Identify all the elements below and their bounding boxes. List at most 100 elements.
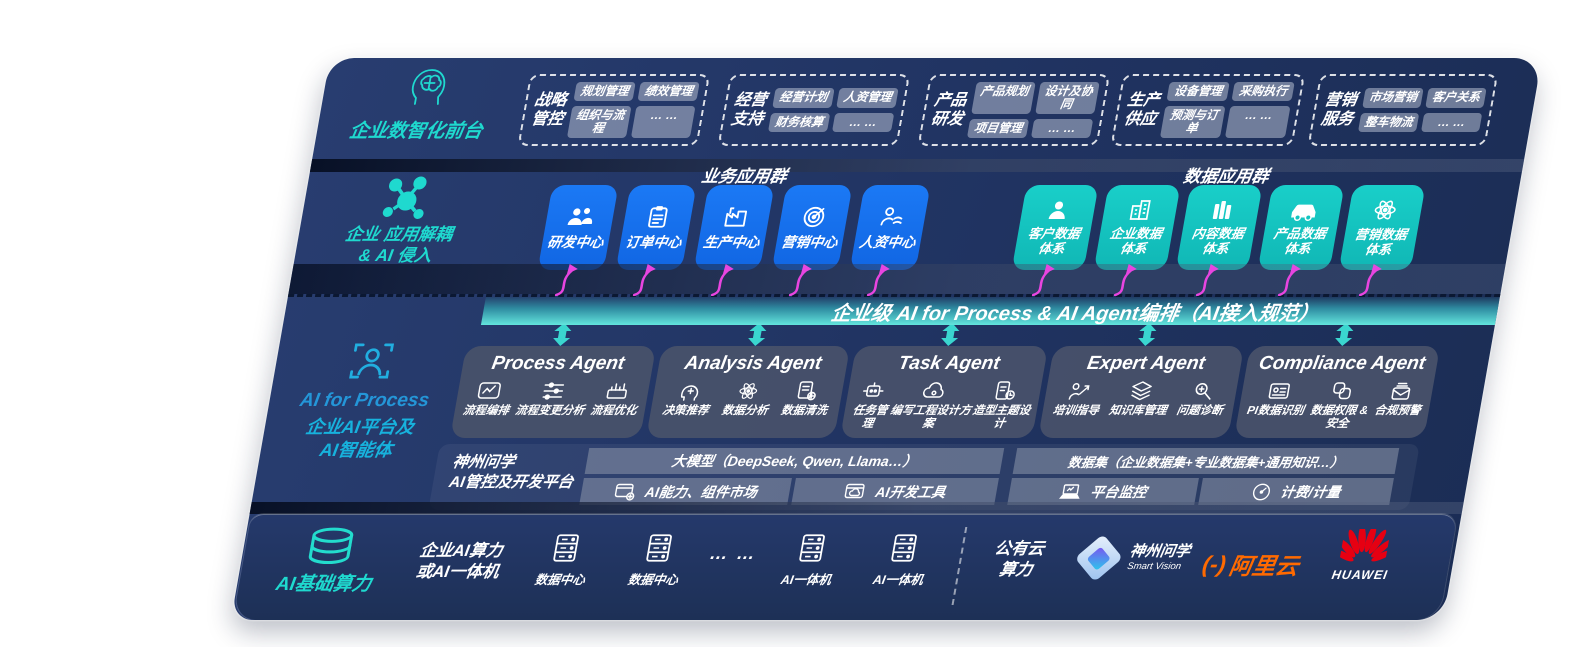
window-cloud-icon — [843, 483, 868, 501]
data-box-marketing: 营销数据 体系 — [1338, 185, 1426, 270]
server-icon — [888, 533, 920, 563]
connector-arrow — [1273, 264, 1309, 296]
group-item: 组织与流程 — [566, 105, 632, 139]
group-item: 规划管理 — [573, 81, 636, 101]
agent-item-label: 流程优化 — [589, 404, 638, 417]
car-icon — [1287, 198, 1321, 222]
group-item: 财务核算 — [768, 112, 831, 132]
agent-item-label: 编写工程设计方案 — [889, 404, 972, 431]
box-label: 营销中心 — [780, 234, 839, 251]
ellipsis-nodes: … … — [708, 543, 759, 563]
agent-item-label: 决策推荐 — [661, 404, 710, 417]
data-box-customer: 客户数据 体系 — [1011, 185, 1099, 270]
ai-devtools-label: AI开发工具 — [874, 483, 947, 500]
group-title: 战略 管控 — [529, 91, 569, 128]
person-icon — [1044, 198, 1072, 222]
group-item: 经营计划 — [772, 88, 835, 108]
window-gear-icon — [612, 483, 637, 501]
box-label: 订单中心 — [624, 234, 683, 251]
business-group-title: 业务应用群 — [699, 167, 789, 186]
doc-gear-icon — [794, 380, 822, 402]
diagnose-icon — [1189, 380, 1217, 402]
group-title: 经营 支持 — [729, 91, 769, 128]
group-item: 产品规划 — [971, 81, 1036, 115]
building-icon — [1126, 198, 1154, 222]
apps-section-label: 企业 应用解耦 & AI 侵入 — [343, 225, 454, 266]
node-label: 数据中心 — [626, 573, 680, 587]
group-item: … … — [1224, 105, 1291, 139]
team-icon — [564, 204, 597, 230]
connector-arrow — [628, 264, 664, 296]
frontstage-group-supply: 生产 供应 设备管理 采购执行 预测与订单 … … — [1110, 74, 1306, 146]
alibaba-cloud-logo: (-) 阿里云 — [1200, 547, 1302, 581]
agent-item-label: 问题诊断 — [1175, 404, 1224, 417]
frontstage-section-label: 企业数智化前台 — [347, 121, 485, 142]
robot-icon — [860, 380, 888, 402]
double-arrow-icon — [1133, 323, 1161, 346]
agent-title: Process Agent — [490, 353, 627, 374]
hr-people-icon — [876, 204, 909, 230]
box-label: 产品数据 体系 — [1272, 226, 1328, 256]
agent-item-label: 数据权限 & 安全 — [1309, 404, 1370, 431]
data-box-enterprise: 企业数据 体系 — [1093, 185, 1181, 270]
billing-bar: 计费/计量 — [1198, 478, 1394, 505]
box-label: 人资中心 — [858, 234, 917, 251]
database-icon — [300, 527, 361, 567]
design-doc-icon — [991, 380, 1019, 402]
node-label: 数据中心 — [533, 573, 587, 587]
agent-card-task: Task Agent 任务管理 编写工程设计方案 造型主题设计 — [839, 346, 1049, 438]
box-label: 企业数据 体系 — [1108, 226, 1164, 256]
head-idea-icon — [675, 380, 703, 402]
box-label: 内容数据 体系 — [1190, 226, 1246, 256]
permission-icon — [1329, 380, 1357, 402]
agent-item-label: 流程编排 — [461, 404, 510, 417]
frontstage-group-strategy: 战略 管控 规划管理 绩效管理 组织与流程 … … — [517, 74, 711, 146]
group-item: … … — [832, 112, 895, 132]
connector-arrow — [1191, 264, 1227, 296]
step-edge — [288, 264, 1506, 294]
atom-icon — [734, 380, 762, 402]
huawei-flower-icon — [1338, 529, 1391, 567]
id-card-icon — [1265, 380, 1293, 402]
frontstage-group-marketing: 营销 服务 市场营销 客户关系 整车物流 … … — [1307, 74, 1499, 146]
double-arrow-icon — [548, 323, 576, 346]
machine-icon — [603, 380, 631, 402]
group-item: 采购执行 — [1231, 81, 1295, 101]
billing-label: 计费/计量 — [1279, 483, 1342, 500]
data-group-title: 数据应用群 — [1181, 167, 1271, 186]
agent-item-label: 知识库管理 — [1107, 404, 1168, 417]
access-spec-dashed-line — [287, 294, 1501, 297]
model-bar: 大模型（DeepSeek, Qwen, Llama…） — [584, 448, 1005, 474]
agent-title: Task Agent — [896, 353, 1002, 374]
connector-arrow — [862, 264, 898, 296]
alibaba-bracket-mark: (-) — [1200, 550, 1229, 577]
layers-icon — [1127, 380, 1155, 402]
public-cloud-label: 公有云 算力 — [993, 540, 1046, 580]
ai-orchestration-bar: 企业级 AI for Process & AI Agent编排（AI接入规范） — [480, 297, 1500, 325]
business-box-rd: 研发中心 — [537, 185, 619, 270]
agent-title: Expert Agent — [1085, 353, 1207, 374]
infra-band: AI基础算力 企业AI算力 或AI一体机 数据中心 数据中心 … … AI一体机… — [232, 514, 1458, 620]
platform-panel: 神州问学 AI管控及开发平台 大模型（DeepSeek, Qwen, Llama… — [428, 444, 1420, 510]
dataset-bar: 数据集（企业数据集+专业数据集+通用知识…） — [1012, 448, 1400, 474]
node-label: AI一体机 — [871, 573, 925, 587]
data-box-product: 产品数据 体系 — [1257, 185, 1345, 270]
agents-section-label-cn: 企业AI平台及 AI智能体 — [304, 417, 416, 460]
factory-icon — [720, 204, 753, 230]
agent-item-label: 培训指导 — [1051, 404, 1100, 417]
ai-bar-label: 企业级 AI for Process & AI Agent编排（AI接入规范） — [829, 302, 1321, 325]
connector-arrow — [550, 264, 586, 296]
box-label: 研发中心 — [546, 234, 605, 251]
agent-item-label: 数据分析 — [720, 404, 769, 417]
frontstage-group-operation: 经营 支持 经营计划 人资管理 财务核算 … … — [717, 74, 911, 146]
group-item: 预测与订单 — [1159, 105, 1226, 139]
model-bar-label: 大模型（DeepSeek, Qwen, Llama…） — [670, 453, 919, 469]
group-item: … … — [1030, 119, 1094, 139]
frontstage-group-product: 产品 研发 产品规划 设计及协同 项目管理 … … — [917, 74, 1111, 146]
double-arrow-icon — [936, 323, 964, 346]
group-item: 项目管理 — [966, 119, 1030, 139]
target-icon — [799, 204, 830, 230]
step-edge — [249, 502, 1464, 514]
agent-item-label: 数据清洗 — [780, 404, 829, 417]
